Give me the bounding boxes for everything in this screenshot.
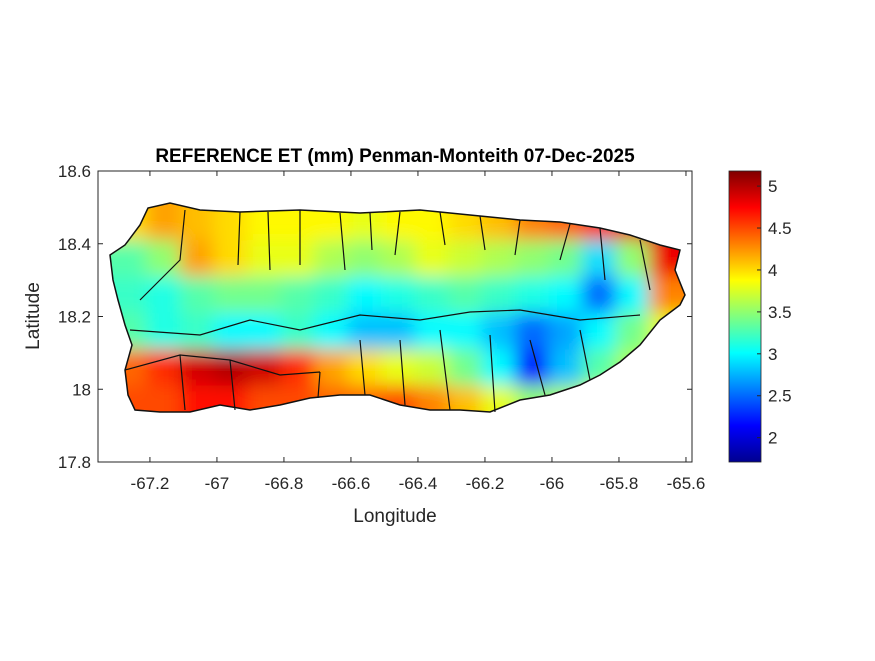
- colorbar-tick-label: 5: [768, 177, 777, 196]
- x-tick-label: -66.4: [399, 474, 438, 493]
- colorbar: [728, 170, 762, 463]
- y-axis-label: Latitude: [23, 282, 44, 350]
- y-tick-label: 18: [72, 380, 91, 399]
- x-tick-label: -65.6: [667, 474, 706, 493]
- colorbar-tick-label: 2: [768, 429, 777, 448]
- y-tick-label: 18.2: [58, 308, 91, 327]
- x-tick-label: -65.8: [600, 474, 639, 493]
- x-tick-label: -66.8: [265, 474, 304, 493]
- y-tick-label: 17.8: [58, 453, 91, 472]
- colorbar-tick-label: 4.5: [768, 219, 792, 238]
- y-tick-label: 18.6: [58, 162, 91, 181]
- y-tick-label: 18.4: [58, 235, 91, 254]
- colorbar-tick-label: 2.5: [768, 387, 792, 406]
- colorbar-tick-label: 3: [768, 345, 777, 364]
- heatmap-cell: [146, 203, 187, 248]
- heatmap-cell: [146, 385, 187, 412]
- municipality-borders: [109, 202, 686, 413]
- x-tick-label: -67.2: [131, 474, 170, 493]
- x-tick-label: -66.6: [332, 474, 371, 493]
- colorbar-tick-label: 4: [768, 261, 777, 280]
- x-axis-label: Longitude: [353, 506, 436, 527]
- colorbar-tick-label: 3.5: [768, 303, 792, 322]
- chart-title: REFERENCE ET (mm) Penman-Monteith 07-Dec…: [155, 146, 635, 167]
- y-axis: 17.8 18 18.2 18.4 18.6: [58, 162, 692, 472]
- x-tick-label: -66: [540, 474, 565, 493]
- x-tick-label: -66.2: [466, 474, 505, 493]
- colorbar-ticks: 2 2.5 3 3.5 4 4.5 5: [757, 177, 792, 448]
- x-tick-label: -67: [205, 474, 230, 493]
- x-axis: -67.2 -67 -66.8 -66.6 -66.4 -66.2 -66 -65.8 -65.…: [131, 171, 706, 493]
